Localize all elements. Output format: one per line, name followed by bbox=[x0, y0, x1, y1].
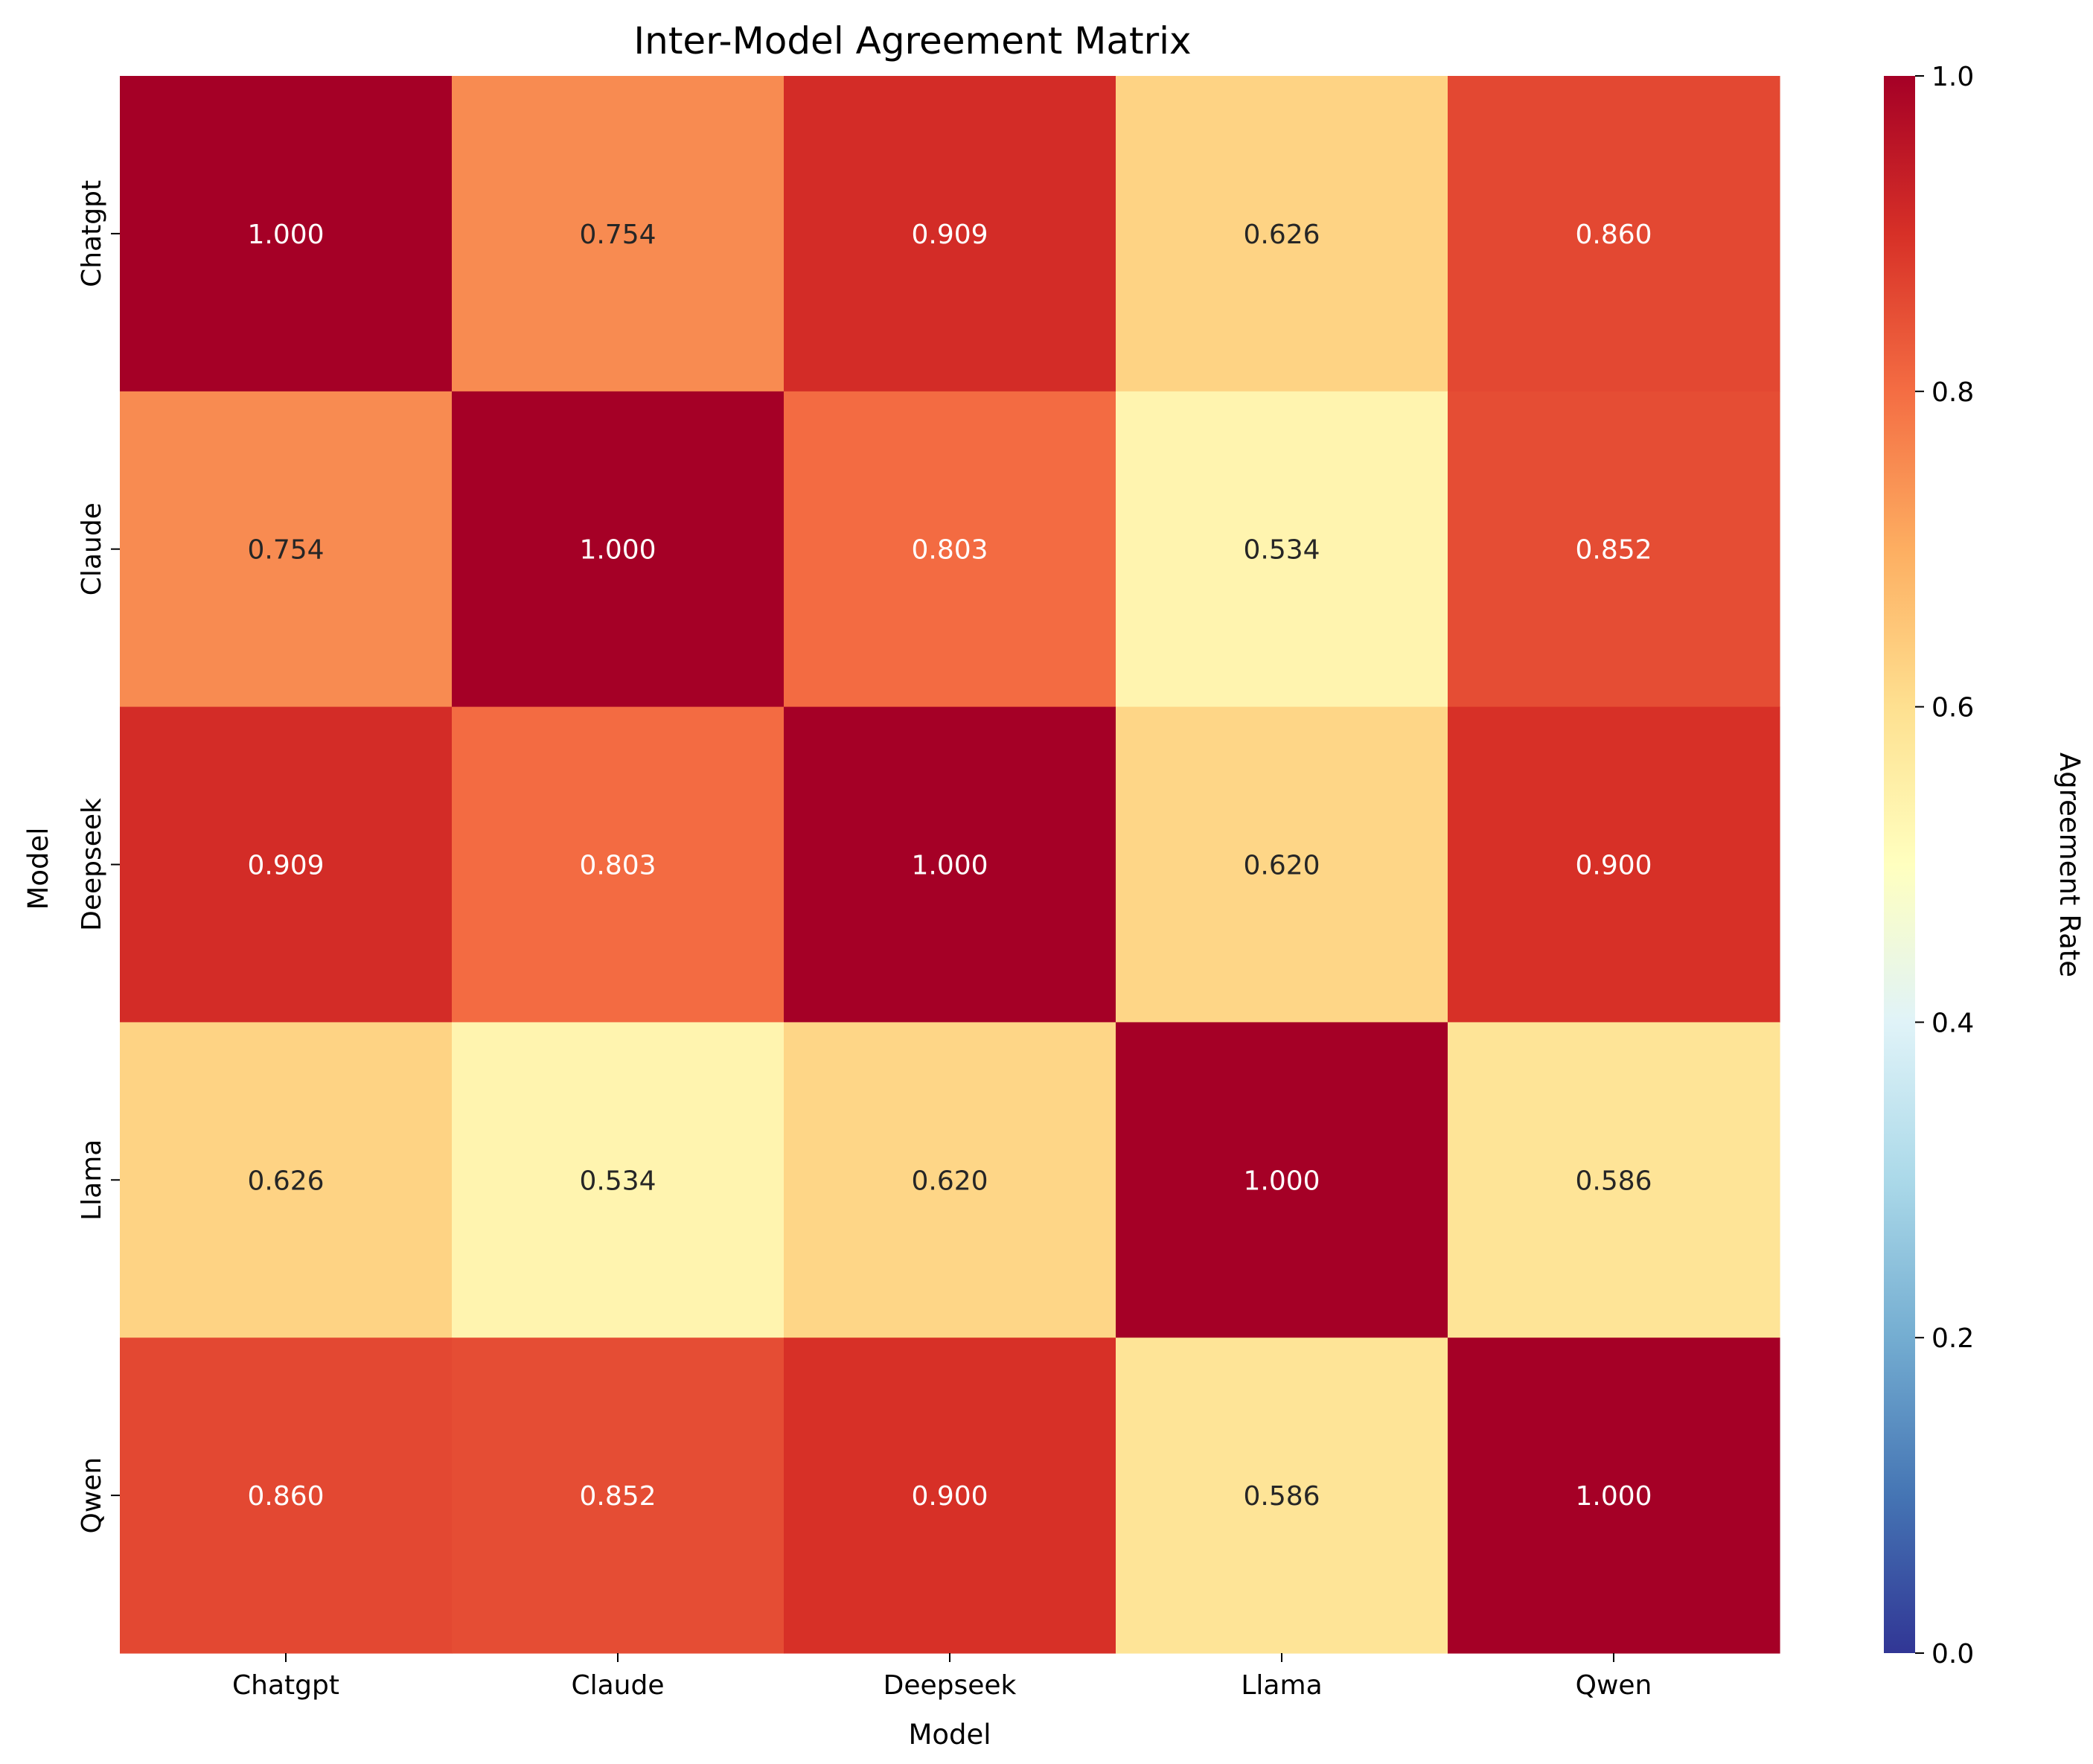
x-tick-label: Chatgpt bbox=[232, 1670, 339, 1701]
cell-value-label: 0.586 bbox=[1243, 1481, 1320, 1512]
heatmap-cell bbox=[784, 1338, 1116, 1654]
colorbar-tick-label: 1.0 bbox=[1931, 62, 1974, 92]
heatmap-cell bbox=[452, 1022, 785, 1338]
heatmap-cells: 1.000 0.754 0.909 0.626 0.860 0.754 1.000 0.803… bbox=[120, 76, 1780, 1654]
cell-value-label: 1.000 bbox=[1243, 1166, 1320, 1196]
cell-value-label: 0.900 bbox=[911, 1481, 988, 1512]
x-tick-label: Claude bbox=[571, 1670, 664, 1701]
heatmap-cell bbox=[1448, 1022, 1780, 1338]
heatmap-cell bbox=[1116, 391, 1448, 708]
cell-value-label: 1.000 bbox=[247, 220, 324, 250]
x-tick-label: Deepseek bbox=[883, 1670, 1017, 1701]
heatmap-cell bbox=[784, 706, 1116, 1023]
cell-value-label: 1.000 bbox=[911, 851, 988, 881]
heatmap-cell bbox=[452, 706, 785, 1023]
x-axis-label: Model bbox=[908, 1719, 991, 1751]
heatmap-cell bbox=[120, 391, 453, 708]
cell-value-label: 1.000 bbox=[1575, 1481, 1652, 1512]
heatmap-cell bbox=[120, 1022, 453, 1338]
colorbar bbox=[1884, 76, 1915, 1653]
colorbar-label: Agreement Rate bbox=[2054, 752, 2086, 977]
y-axis: Chatgpt Claude Deepseek Llama Qwen bbox=[77, 180, 120, 1534]
heatmap-cell bbox=[784, 1022, 1116, 1338]
cell-value-label: 0.620 bbox=[911, 1166, 988, 1196]
heatmap-cell bbox=[1448, 706, 1780, 1023]
heatmap-cell bbox=[784, 76, 1116, 392]
y-tick-label: Chatgpt bbox=[77, 180, 107, 287]
heatmap-cell bbox=[452, 391, 785, 708]
cell-value-label: 0.860 bbox=[1575, 220, 1652, 250]
y-tick-label: Llama bbox=[77, 1140, 107, 1221]
cell-value-label: 0.803 bbox=[911, 535, 988, 566]
cell-value-label: 0.900 bbox=[1575, 851, 1652, 881]
x-tick-label: Qwen bbox=[1576, 1670, 1652, 1701]
cell-value-label: 0.534 bbox=[579, 1166, 656, 1196]
colorbar-tick-label: 0.4 bbox=[1931, 1008, 1974, 1038]
cell-value-label: 1.000 bbox=[579, 535, 656, 566]
heatmap-cell bbox=[120, 706, 453, 1023]
cell-value-label: 0.754 bbox=[579, 220, 656, 250]
colorbar-tick-label: 0.8 bbox=[1931, 377, 1974, 408]
y-tick-label: Claude bbox=[77, 502, 107, 595]
heatmap-cell bbox=[1116, 1338, 1448, 1654]
cell-value-label: 0.909 bbox=[911, 220, 988, 250]
cell-value-label: 0.586 bbox=[1575, 1166, 1652, 1196]
cell-value-label: 0.620 bbox=[1243, 851, 1320, 881]
colorbar-tick-label: 0.0 bbox=[1931, 1639, 1974, 1669]
x-axis: Chatgpt Claude Deepseek Llama Qwen bbox=[232, 1653, 1652, 1701]
x-tick-label: Llama bbox=[1241, 1670, 1322, 1701]
heatmap-cell bbox=[1116, 76, 1448, 392]
cell-value-label: 0.803 bbox=[579, 851, 656, 881]
heatmap-cell bbox=[452, 1338, 785, 1654]
cell-value-label: 0.626 bbox=[247, 1166, 324, 1196]
heatmap-cell bbox=[784, 391, 1116, 708]
cell-value-label: 0.852 bbox=[579, 1481, 656, 1512]
heatmap-cell bbox=[1448, 76, 1780, 392]
cell-value-label: 0.860 bbox=[247, 1481, 324, 1512]
heatmap-cell bbox=[1116, 706, 1448, 1023]
colorbar-ticks: 0.0 0.2 0.4 0.6 0.8 1.0 bbox=[1915, 62, 1974, 1669]
heatmap-cell bbox=[452, 76, 785, 392]
heatmap-cell bbox=[120, 76, 453, 392]
cell-value-label: 0.626 bbox=[1243, 220, 1320, 250]
y-axis-label: Model bbox=[22, 827, 54, 910]
heatmap-cell bbox=[1448, 391, 1780, 708]
cell-value-label: 0.754 bbox=[247, 535, 324, 566]
heatmap-cell bbox=[1448, 1338, 1780, 1654]
cell-value-label: 0.909 bbox=[247, 851, 324, 881]
heatmap-cell bbox=[120, 1338, 453, 1654]
y-tick-label: Qwen bbox=[77, 1457, 107, 1534]
y-tick-label: Deepseek bbox=[77, 798, 107, 931]
colorbar-tick-label: 0.6 bbox=[1931, 693, 1974, 723]
heatmap-cell bbox=[1116, 1022, 1448, 1338]
cell-value-label: 0.534 bbox=[1243, 535, 1320, 566]
colorbar-tick-label: 0.2 bbox=[1931, 1323, 1974, 1354]
chart-title: Inter-Model Agreement Matrix bbox=[633, 19, 1191, 63]
cell-value-label: 0.852 bbox=[1575, 535, 1652, 566]
